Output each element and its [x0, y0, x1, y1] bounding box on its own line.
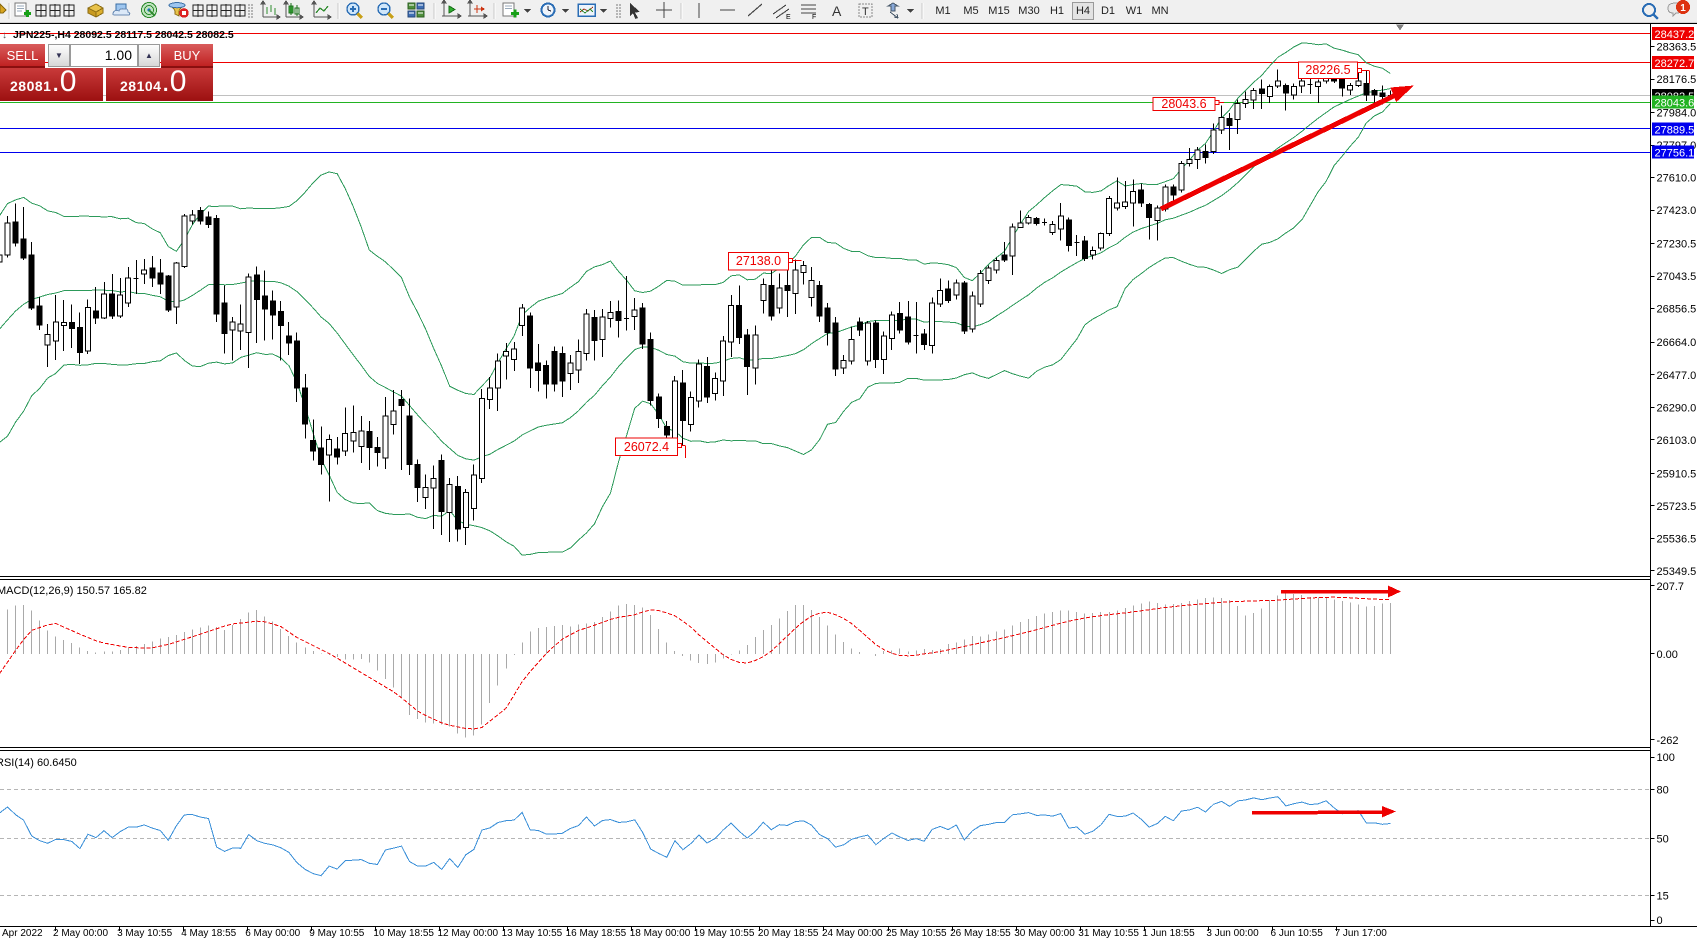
svg-text:27230.5: 27230.5: [1657, 239, 1697, 251]
svg-text:JPN225-,H4 28092.5 28117.5 28: JPN225-,H4 28092.5 28117.5 28042.5 28082…: [13, 29, 234, 41]
svg-text:27889.5: 27889.5: [1655, 125, 1695, 137]
svg-text:18 May 00:00: 18 May 00:00: [630, 928, 691, 939]
svg-text:F: F: [812, 14, 816, 21]
svg-text:26856.5: 26856.5: [1657, 304, 1697, 316]
svg-text:28226.5: 28226.5: [1305, 63, 1350, 77]
svg-text:A: A: [832, 3, 842, 19]
svg-text:1 Jun 18:55: 1 Jun 18:55: [1142, 928, 1195, 939]
svg-text:27138.0: 27138.0: [736, 254, 781, 268]
svg-text:28272.7: 28272.7: [1655, 58, 1695, 70]
svg-text:26664.0: 26664.0: [1657, 337, 1697, 349]
svg-text:26072.4: 26072.4: [624, 440, 669, 454]
svg-text:T: T: [862, 6, 869, 18]
svg-text:6 May 00:00: 6 May 00:00: [245, 928, 300, 939]
svg-text:27610.0: 27610.0: [1657, 173, 1697, 185]
svg-text:25723.5: 25723.5: [1657, 501, 1697, 513]
svg-text:19 May 10:55: 19 May 10:55: [694, 928, 755, 939]
svg-text:16 May 18:55: 16 May 18:55: [566, 928, 627, 939]
svg-text:28043.6: 28043.6: [1655, 98, 1695, 110]
svg-text:6 Jun 10:55: 6 Jun 10:55: [1271, 928, 1324, 939]
svg-text:↓: ↓: [2, 30, 7, 41]
svg-text:E: E: [786, 14, 791, 21]
svg-text:207.7: 207.7: [1657, 581, 1685, 593]
svg-text:26477.0: 26477.0: [1657, 370, 1697, 382]
svg-text:26103.0: 26103.0: [1657, 435, 1697, 447]
svg-text:12 May 00:00: 12 May 00:00: [438, 928, 499, 939]
svg-text:25349.5: 25349.5: [1657, 566, 1697, 578]
svg-text:24 May 00:00: 24 May 00:00: [822, 928, 883, 939]
svg-text:20 May 18:55: 20 May 18:55: [758, 928, 819, 939]
svg-text:30 May 00:00: 30 May 00:00: [1014, 928, 1075, 939]
svg-text:28437.2: 28437.2: [1655, 29, 1695, 41]
svg-text:Apr 2022: Apr 2022: [2, 928, 43, 939]
svg-text:25910.5: 25910.5: [1657, 468, 1697, 480]
svg-text:31 May 10:55: 31 May 10:55: [1078, 928, 1139, 939]
svg-text:RSI(14) 60.6450: RSI(14) 60.6450: [0, 757, 77, 769]
svg-text:3 May 10:55: 3 May 10:55: [117, 928, 172, 939]
svg-text:25 May 10:55: 25 May 10:55: [886, 928, 947, 939]
svg-text:28176.5: 28176.5: [1657, 74, 1697, 86]
svg-text:100: 100: [1657, 752, 1675, 764]
svg-text:27984.0: 27984.0: [1657, 108, 1697, 120]
svg-text:15: 15: [1657, 891, 1669, 903]
svg-text:27756.1: 27756.1: [1655, 148, 1695, 160]
svg-text:27043.5: 27043.5: [1657, 271, 1697, 283]
svg-text:4 May 18:55: 4 May 18:55: [181, 928, 236, 939]
svg-text:28043.6: 28043.6: [1161, 97, 1206, 111]
svg-text:-262: -262: [1657, 735, 1679, 747]
svg-text:0.00: 0.00: [1657, 649, 1678, 661]
svg-text:MACD(12,26,9) 150.57 165.82: MACD(12,26,9) 150.57 165.82: [0, 585, 147, 597]
svg-text:9 May 10:55: 9 May 10:55: [309, 928, 364, 939]
svg-text:26290.0: 26290.0: [1657, 402, 1697, 414]
svg-text:28363.5: 28363.5: [1657, 42, 1697, 54]
svg-text:80: 80: [1657, 785, 1669, 797]
svg-text:1: 1: [1680, 3, 1686, 14]
svg-text:7 Jun 17:00: 7 Jun 17:00: [1335, 928, 1388, 939]
svg-text:10 May 18:55: 10 May 18:55: [373, 928, 434, 939]
svg-text:13 May 10:55: 13 May 10:55: [502, 928, 563, 939]
svg-text:2 May 00:00: 2 May 00:00: [53, 928, 108, 939]
svg-text:27423.0: 27423.0: [1657, 205, 1697, 217]
svg-text:26 May 18:55: 26 May 18:55: [950, 928, 1011, 939]
svg-text:50: 50: [1657, 834, 1669, 846]
svg-text:0: 0: [1657, 915, 1663, 927]
svg-text:25536.5: 25536.5: [1657, 533, 1697, 545]
svg-text:3 Jun 00:00: 3 Jun 00:00: [1206, 928, 1259, 939]
